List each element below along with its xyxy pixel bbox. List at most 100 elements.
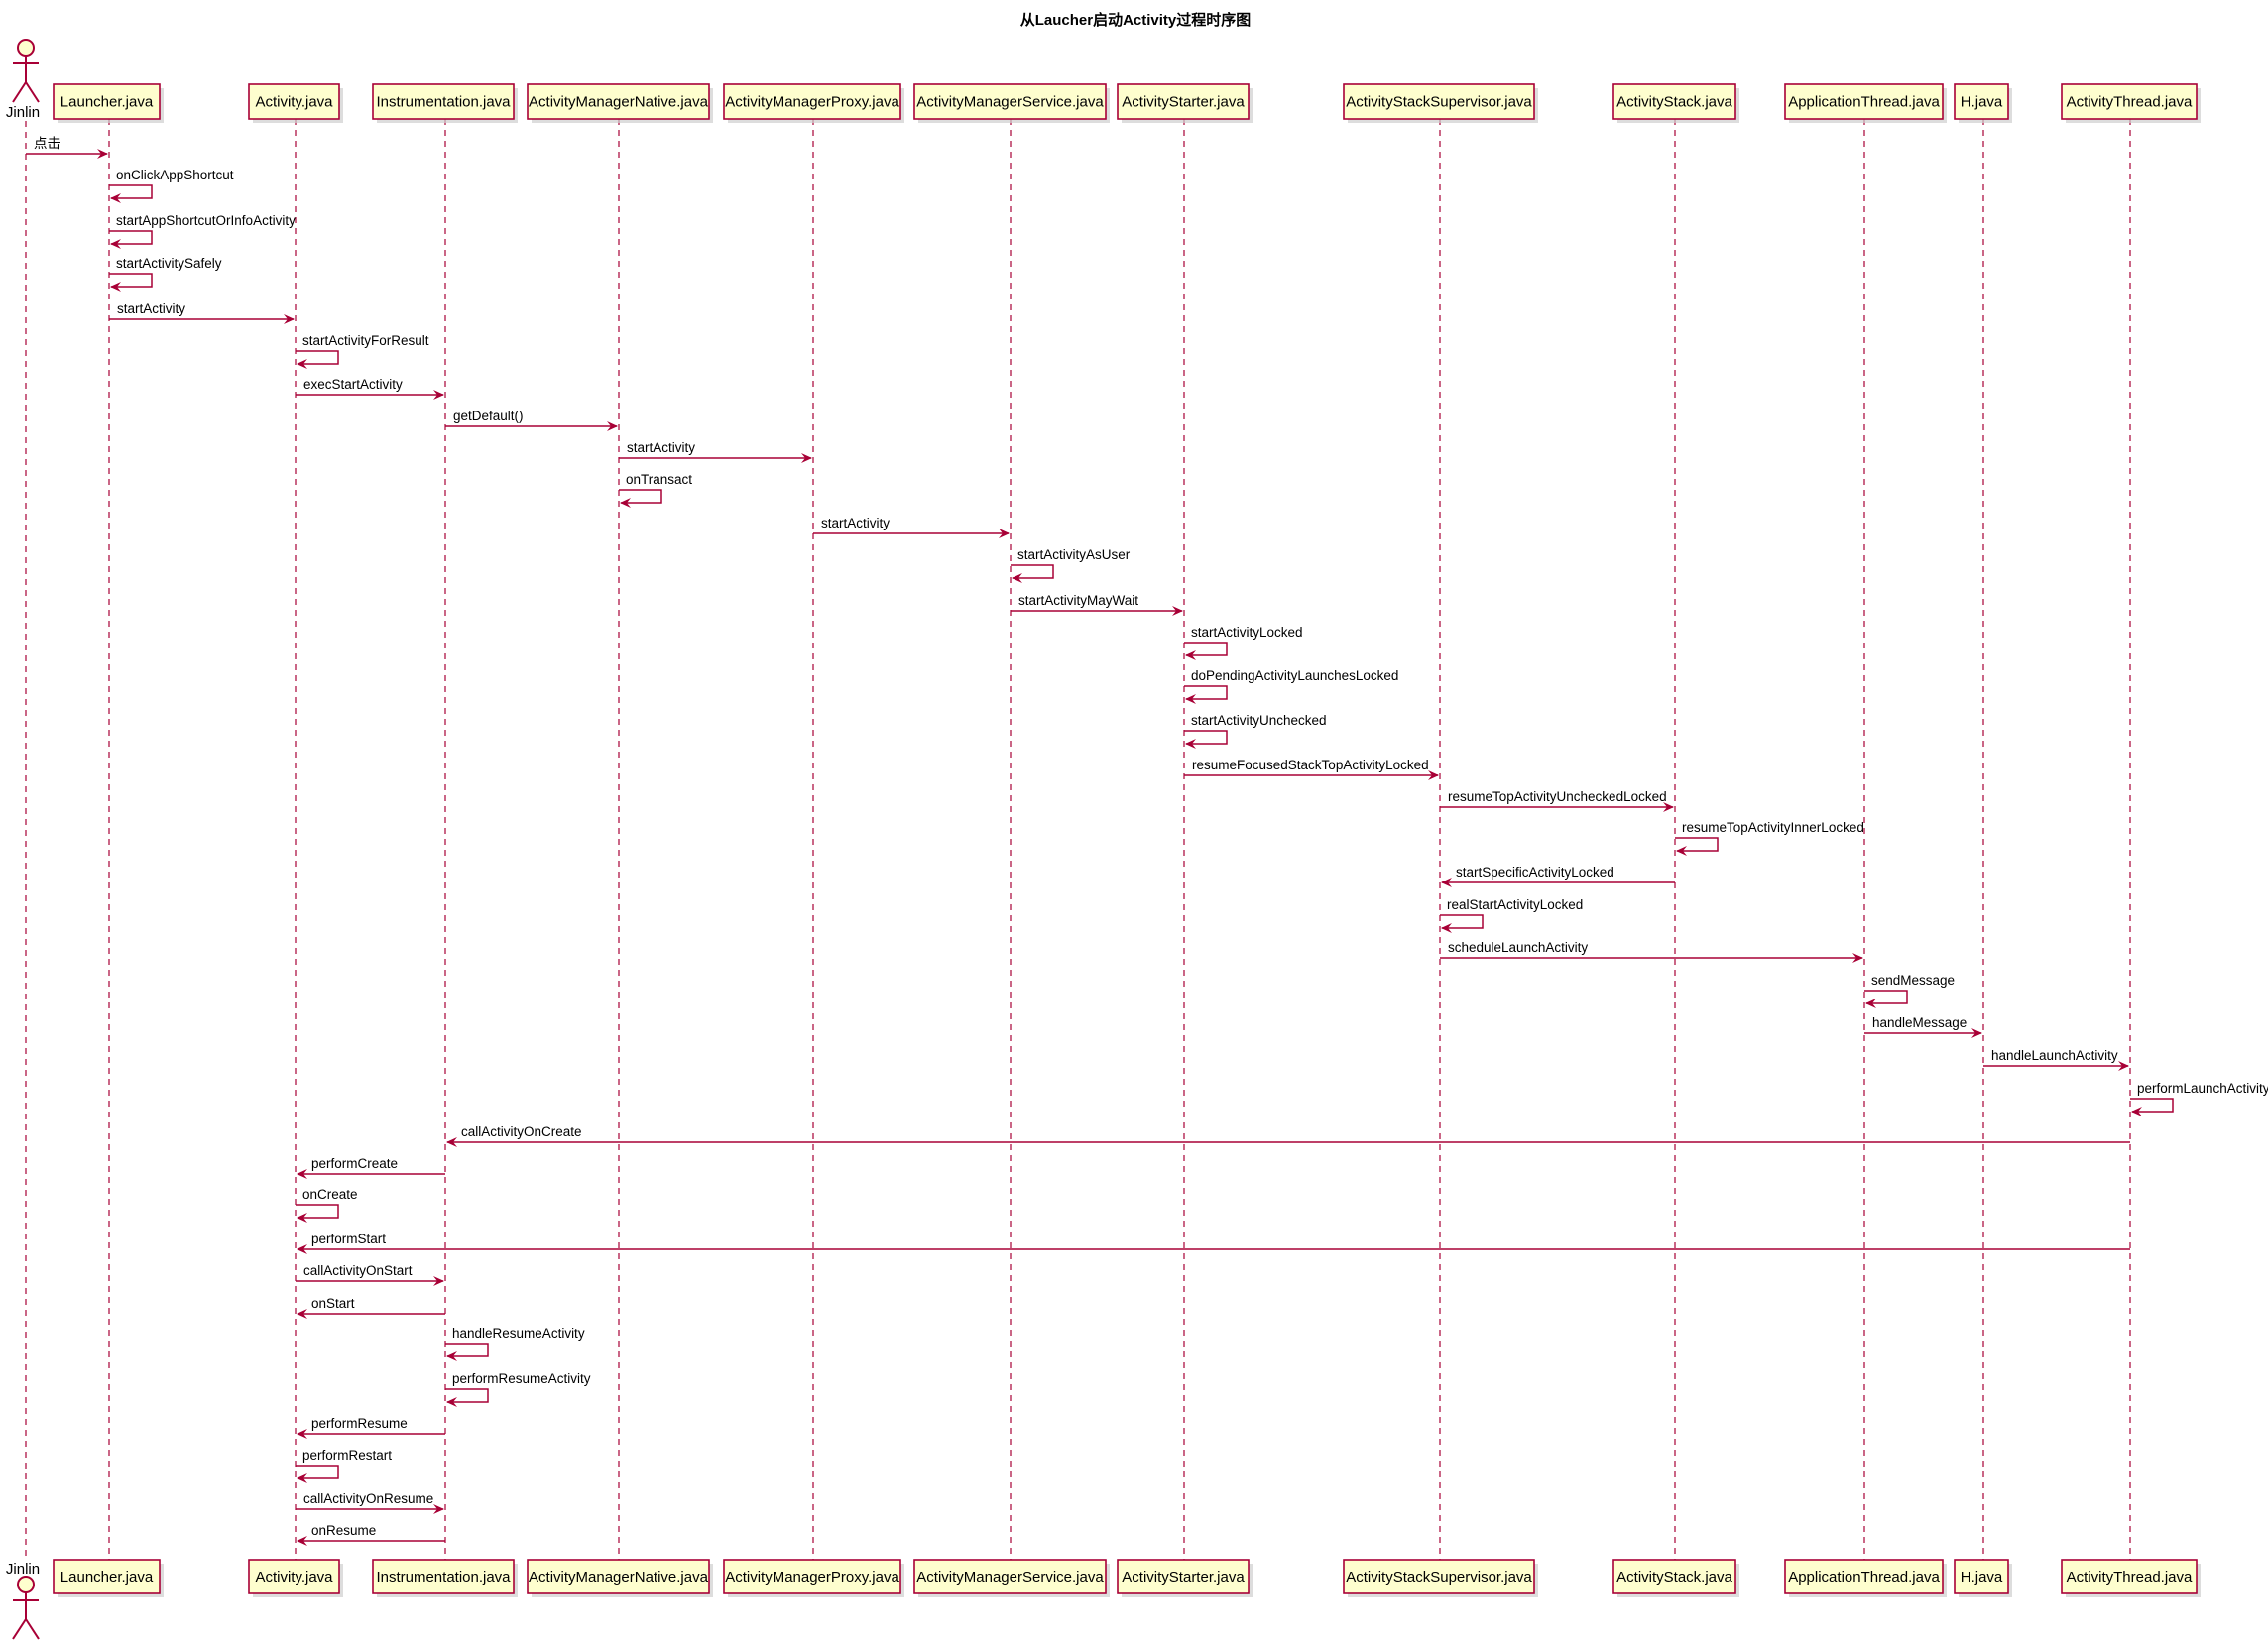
message-label: onClickAppShortcut [116,168,234,182]
participant-box-ams-bottom: ActivityManagerService.java [913,1559,1110,1597]
message-5: startActivityForResult [296,333,429,369]
box-rect [372,1559,515,1594]
arrowhead-icon [1185,739,1196,749]
message-label: onResume [311,1523,376,1538]
participant-label: ActivityManagerNative.java [529,94,709,111]
message-16: resumeFocusedStackTopActivityLocked [1184,758,1439,780]
message-33: performResumeActivity [445,1371,591,1407]
box-rect [1954,1559,2009,1594]
arrowhead-icon [284,314,295,324]
message-label: handleMessage [1872,1015,1967,1030]
message-label: startActivity [821,516,890,530]
participant-box-as-bottom: ActivityStack.java [1612,1559,1739,1597]
message-label: startActivityMayWait [1018,593,1138,608]
message-28: onCreate [296,1187,358,1223]
box-rect [2061,83,2198,120]
message-20: realStartActivityLocked [1440,897,1583,933]
message-label: getDefault() [453,409,524,423]
participant-box-amn-top: ActivityManagerNative.java [527,83,713,123]
self-message-arrow [1184,685,1228,700]
message-label: execStartActivity [303,377,403,392]
arrowhead-icon [1676,846,1687,856]
arrowhead-icon [110,193,121,203]
message-label: 点击 [34,136,60,151]
participant-box-h-bottom: H.java [1954,1559,2012,1597]
actor-label: Jinlin [6,1561,40,1578]
message-label: startActivityLocked [1191,625,1303,640]
participant-box-ass-top: ActivityStackSupervisor.java [1343,83,1538,123]
participant-box-starter-top: ActivityStarter.java [1117,83,1253,123]
message-21: scheduleLaunchActivity [1440,940,1863,963]
arrowhead-icon [1012,573,1022,583]
self-message-arrow [2130,1098,2174,1113]
message-label: callActivityOnCreate [461,1124,582,1139]
message-4: startActivity [109,301,295,324]
participant-label: ActivityThread.java [2067,1569,2193,1586]
participant-box-amp-top: ActivityManagerProxy.java [723,83,904,123]
message-label: handleLaunchActivity [1991,1048,2118,1063]
box-rect [723,1559,901,1594]
participant-label: ActivityStarter.java [1122,1569,1245,1586]
message-27: performCreate [297,1156,445,1179]
actor-head-icon [17,39,35,57]
message-34: performResume [297,1416,445,1439]
message-30: callActivityOnStart [296,1263,444,1286]
box-rect [527,83,710,120]
message-29: performStart [297,1232,2130,1254]
participant-label: ActivityManagerProxy.java [725,1569,899,1586]
box-rect [53,1559,161,1594]
message-label: onCreate [302,1187,358,1202]
participant-label: ActivityStackSupervisor.java [1346,1569,1532,1586]
message-label: handleResumeActivity [452,1326,585,1341]
actor-leg-icon [25,1618,40,1640]
message-14: doPendingActivityLaunchesLocked [1184,668,1398,704]
self-message-arrow [109,273,153,288]
actor-leg-icon [12,1618,27,1640]
message-1: onClickAppShortcut [109,168,234,203]
message-24: handleLaunchActivity [1983,1048,2129,1071]
box-rect [1784,1559,1944,1594]
lifelines [25,119,2131,1560]
participant-label: ActivityStack.java [1616,94,1732,111]
arrowhead-icon [1441,878,1452,887]
box-rect [1343,83,1535,120]
participant-label: H.java [1961,94,2003,111]
arrowhead-icon [999,529,1010,538]
arrowhead-icon [297,1169,307,1179]
message-17: resumeTopActivityUncheckedLocked [1440,789,1674,812]
actors: Jinlin Jinlin [6,39,40,1640]
message-8: startActivity [619,440,812,463]
message-label: sendMessage [1871,973,1955,988]
arrowhead-icon [1852,953,1863,963]
box-rect [1784,83,1944,120]
participant-box-at-bottom: ActivityThread.java [2061,1559,2201,1597]
message-label: startActivity [627,440,695,455]
message-32: handleResumeActivity [445,1326,585,1361]
message-22: sendMessage [1864,973,1955,1008]
arrowhead-icon [1185,650,1196,660]
arrowhead-icon [297,359,307,369]
arrowhead-icon [297,1213,307,1223]
box-rect [248,1559,340,1594]
participant-label: ActivityManagerService.java [916,1569,1104,1586]
message-23: handleMessage [1864,1015,1982,1038]
participant-label: ApplicationThread.java [1788,94,1940,111]
arrowhead-icon [110,239,121,249]
message-label: resumeTopActivityUncheckedLocked [1448,789,1667,804]
participant-label: Instrumentation.java [376,94,511,111]
participant-label: Instrumentation.java [376,1569,511,1586]
message-label: onStart [311,1296,355,1311]
participant-box-activity-bottom: Activity.java [248,1559,343,1597]
participant-box-as-top: ActivityStack.java [1612,83,1739,123]
arrowhead-icon [2131,1107,2142,1116]
message-12: startActivityMayWait [1011,593,1183,616]
message-15: startActivityUnchecked [1184,713,1327,749]
message-13: startActivityLocked [1184,625,1303,660]
self-message-arrow [109,230,153,245]
self-message-arrow [1184,730,1228,745]
participant-label: ActivityStackSupervisor.java [1346,94,1532,111]
participant-box-appthread-bottom: ApplicationThread.java [1784,1559,1947,1597]
arrowhead-icon [433,1276,444,1286]
self-message-arrow [296,1465,339,1479]
arrowhead-icon [97,149,108,159]
